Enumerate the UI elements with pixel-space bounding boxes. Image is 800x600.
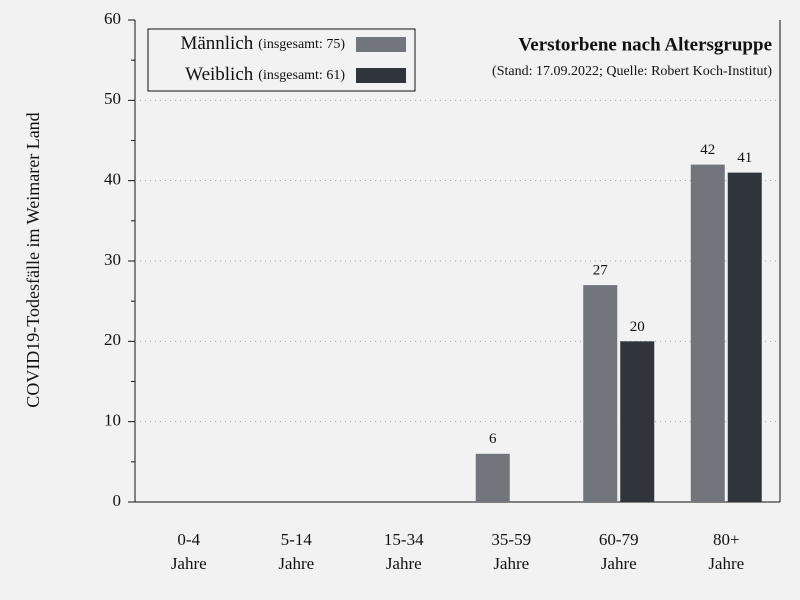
x-tick-label: 80+ Jahre (708, 530, 745, 573)
chart-title: Verstorbene nach Altersgruppe (518, 34, 772, 55)
x-tick-label: 5-14 Jahre (278, 530, 315, 573)
legend-name: Männlich (180, 33, 253, 54)
data-label: 42 (700, 142, 715, 158)
x-tick-label: 15-34 Jahre (383, 530, 424, 573)
y-tick-label: 20 (104, 330, 121, 349)
y-tick-label: 40 (104, 170, 121, 189)
data-label: 27 (593, 263, 609, 279)
legend-label: Männlich (insgesamt: 75) (180, 33, 345, 54)
bar (727, 172, 762, 502)
y-tick-label: 0 (113, 491, 122, 510)
data-label: 6 (489, 431, 497, 447)
bar (620, 341, 655, 502)
chart-subtitle: (Stand: 17.09.2022; Quelle: Robert Koch-… (492, 64, 772, 79)
y-tick-label: 30 (104, 250, 121, 269)
y-axis-label: COVID19-Todesfälle im Weimarer Land (23, 112, 43, 407)
legend-name: Weiblich (185, 64, 254, 85)
legend-swatch (356, 37, 406, 52)
y-tick-label: 50 (104, 89, 121, 108)
legend-note: (insgesamt: 61) (258, 68, 345, 83)
data-label: 20 (630, 319, 645, 335)
x-tick-label: 0-4 Jahre (170, 530, 207, 573)
y-tick-label: 10 (104, 411, 121, 430)
data-label: 41 (737, 150, 752, 166)
bar (475, 453, 510, 502)
bar (583, 285, 618, 502)
legend-note: (insgesamt: 75) (258, 37, 345, 52)
y-tick-label: 60 (104, 9, 121, 28)
x-tick-label: 60-79 Jahre (598, 530, 639, 573)
legend-label: Weiblich (insgesamt: 61) (185, 64, 345, 85)
legend-swatch (356, 68, 406, 83)
bar (690, 164, 725, 502)
x-tick-label: 35-59 Jahre (491, 530, 532, 573)
